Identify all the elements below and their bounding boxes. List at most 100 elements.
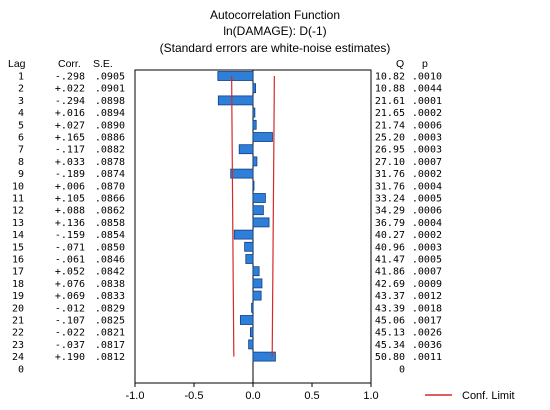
row-corr: +.016 bbox=[55, 108, 85, 119]
row-corr: +.190 bbox=[55, 352, 85, 363]
acf-bar bbox=[252, 83, 256, 94]
row-se: .0846 bbox=[95, 255, 125, 266]
acf-bar bbox=[250, 327, 254, 338]
row-q: 50.80 bbox=[375, 352, 405, 363]
row-p: .0010 bbox=[412, 72, 442, 83]
acf-bar bbox=[252, 217, 270, 228]
row-lag: 17 bbox=[12, 267, 24, 278]
acf-bar bbox=[252, 290, 262, 301]
row-q: 33.24 bbox=[375, 194, 405, 205]
row-lag-zero: 0 bbox=[18, 364, 24, 375]
row-p: .0018 bbox=[412, 303, 442, 314]
row-corr: -.071 bbox=[55, 242, 85, 253]
row-p: .0009 bbox=[412, 279, 442, 290]
row-q: 41.86 bbox=[375, 267, 405, 278]
row-lag: 19 bbox=[12, 291, 24, 302]
row-p: .0017 bbox=[412, 316, 442, 327]
row-corr: +.105 bbox=[55, 194, 85, 205]
row-corr: +.088 bbox=[55, 206, 85, 217]
row-corr: -.117 bbox=[55, 145, 85, 156]
row-corr: -.294 bbox=[55, 96, 85, 107]
row-se: .0878 bbox=[95, 157, 125, 168]
row-q: 45.13 bbox=[375, 328, 405, 339]
row-p: .0005 bbox=[412, 194, 442, 205]
row-se: .0850 bbox=[95, 242, 125, 253]
row-corr: +.006 bbox=[55, 181, 85, 192]
row-se: .0842 bbox=[95, 267, 125, 278]
row-p: .0002 bbox=[412, 108, 442, 119]
acf-bar bbox=[217, 95, 254, 106]
row-corr: +.052 bbox=[55, 267, 85, 278]
row-q: 40.96 bbox=[375, 242, 405, 253]
row-corr: -.061 bbox=[55, 255, 85, 266]
row-corr: -.012 bbox=[55, 303, 85, 314]
header-q: Q bbox=[396, 58, 404, 70]
acf-bar bbox=[252, 132, 273, 142]
row-p: .0004 bbox=[412, 181, 442, 192]
row-q: 45.34 bbox=[375, 340, 405, 351]
acf-bar bbox=[252, 278, 263, 289]
row-lag: 11 bbox=[12, 194, 24, 205]
acf-bar bbox=[233, 229, 254, 240]
row-p: .0007 bbox=[412, 157, 442, 168]
row-corr: +.136 bbox=[55, 218, 85, 229]
row-p: .0003 bbox=[412, 133, 442, 144]
row-q: 31.76 bbox=[375, 169, 405, 180]
row-p: .0001 bbox=[412, 96, 442, 107]
row-q: 31.76 bbox=[375, 181, 405, 192]
row-lag: 22 bbox=[12, 328, 24, 339]
row-q-zero: 0 bbox=[399, 364, 405, 375]
row-q: 41.47 bbox=[375, 255, 405, 266]
row-p: .0002 bbox=[412, 169, 442, 180]
row-lag: 15 bbox=[12, 242, 24, 253]
acf-bar bbox=[252, 180, 255, 191]
row-corr: +.033 bbox=[55, 157, 85, 168]
header-lag: Lag bbox=[8, 58, 26, 70]
row-p: .0007 bbox=[412, 267, 442, 278]
row-se: .0858 bbox=[95, 218, 125, 229]
row-lag: 20 bbox=[12, 303, 24, 314]
acf-bar bbox=[252, 205, 264, 216]
row-q: 27.10 bbox=[375, 157, 405, 168]
row-corr: +.022 bbox=[55, 84, 85, 95]
row-lag: 23 bbox=[12, 340, 24, 351]
conf-limit-lower bbox=[231, 75, 235, 357]
row-q: 21.61 bbox=[375, 96, 405, 107]
row-corr: -.159 bbox=[55, 230, 85, 241]
acf-bar bbox=[230, 168, 254, 179]
row-corr: -.298 bbox=[55, 72, 85, 83]
acf-bar bbox=[252, 193, 266, 203]
row-lag: 24 bbox=[12, 352, 24, 363]
row-q: 21.74 bbox=[375, 120, 405, 131]
row-se: .0854 bbox=[95, 230, 125, 241]
row-se: .0901 bbox=[95, 84, 125, 95]
acf-bar bbox=[252, 266, 260, 277]
acf-bar bbox=[252, 351, 276, 362]
row-se: .0838 bbox=[95, 279, 125, 290]
row-se: .0905 bbox=[95, 72, 125, 83]
row-p: .0011 bbox=[412, 352, 442, 363]
acf-bars bbox=[217, 71, 276, 362]
row-lag: 18 bbox=[12, 279, 24, 290]
row-lag: 2 bbox=[18, 84, 24, 95]
row-corr: +.069 bbox=[55, 291, 85, 302]
row-se: .0821 bbox=[95, 328, 125, 339]
row-p: .0005 bbox=[412, 255, 442, 266]
row-se: .0817 bbox=[95, 340, 125, 351]
chart-note: (Standard errors are white-noise estimat… bbox=[160, 41, 391, 55]
row-lag: 8 bbox=[18, 157, 24, 168]
row-lag: 4 bbox=[18, 108, 24, 119]
acf-bar bbox=[248, 339, 254, 350]
row-p: .0003 bbox=[412, 242, 442, 253]
left-table: 1 -.298 .0905 2 +.022 .0901 3 -.294 .0898 4 +.016.… bbox=[12, 72, 125, 376]
row-p: .0026 bbox=[412, 328, 442, 339]
acf-bar bbox=[244, 241, 254, 252]
row-se: .0890 bbox=[95, 120, 125, 131]
row-q: 43.37 bbox=[375, 291, 405, 302]
x-tick-label: 0.5 bbox=[304, 390, 319, 402]
row-q: 45.06 bbox=[375, 316, 405, 327]
row-p: .0006 bbox=[412, 120, 442, 131]
row-se: .0870 bbox=[95, 181, 125, 192]
right-table: 10.82 .0010 10.88 .0044 21.61 .0001 21.65 .0002… bbox=[375, 72, 442, 376]
